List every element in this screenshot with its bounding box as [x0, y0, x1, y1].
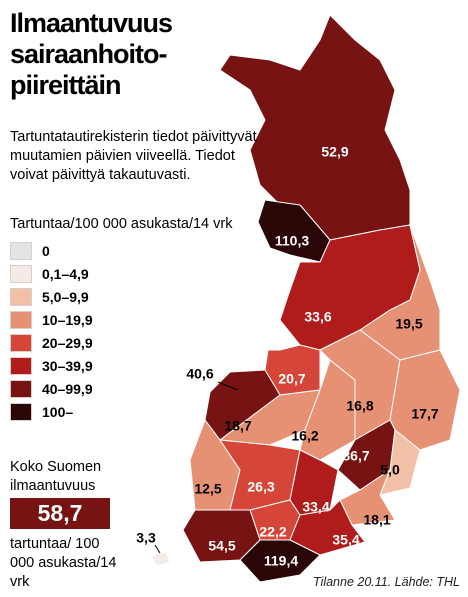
- legend-swatch: [10, 311, 32, 329]
- title-line: Ilmaantuvuus: [10, 8, 173, 38]
- region-value: 12,5: [194, 481, 221, 497]
- legend-label: 30–39,9: [42, 358, 93, 374]
- legend-title: Tartuntaa/100 000 asukasta/14 vrk: [10, 216, 233, 232]
- region: [151, 551, 171, 567]
- region-value: 18,1: [363, 512, 390, 528]
- region-value: 22,2: [259, 524, 286, 540]
- title-line: piireittäin: [10, 70, 122, 100]
- legend-swatch: [10, 334, 32, 352]
- total-value: 58,7: [10, 498, 110, 529]
- legend-label: 10–19,9: [42, 312, 93, 328]
- region-value: 119,4: [264, 553, 298, 569]
- region-value: 26,3: [247, 479, 274, 495]
- legend-item: 20–29,9: [10, 333, 93, 353]
- legend-label: 100–: [42, 404, 74, 420]
- region-value: 86,7: [342, 448, 369, 464]
- legend-label: 40–99,9: [42, 381, 93, 397]
- region-value: 110,3: [275, 233, 309, 249]
- region-value: 18,7: [224, 418, 251, 434]
- region: [257, 199, 331, 263]
- region-value: 5,0: [380, 462, 400, 478]
- legend-item: 5,0–9,9: [10, 287, 89, 307]
- region-value: 3,3: [136, 530, 156, 546]
- legend-swatch: [10, 403, 32, 421]
- region-value: 52,9: [321, 144, 348, 160]
- total-unit: tartuntaa/ 100 000 asukasta/14 vrk: [10, 536, 117, 590]
- legend-swatch: [10, 242, 32, 260]
- region-value: 33,4: [302, 499, 329, 515]
- legend-item: 40–99,9: [10, 379, 93, 399]
- pointer: [217, 381, 239, 391]
- legend-swatch: [10, 288, 32, 306]
- legend-label: 0,1–4,9: [42, 266, 89, 282]
- legend-label: 5,0–9,9: [42, 289, 89, 305]
- region-value: 33,6: [304, 309, 331, 325]
- legend-item: 30–39,9: [10, 356, 93, 376]
- region: [379, 429, 421, 496]
- legend-label: 0: [42, 243, 50, 259]
- legend-label: 20–29,9: [42, 335, 93, 351]
- legend-swatch: [10, 357, 32, 375]
- source: Tilanne 20.11. Lähde: THL: [313, 575, 460, 589]
- legend-item: 100–: [10, 402, 73, 422]
- description: Tartuntatautirekisterin tiedot päivittyv…: [10, 129, 257, 183]
- region-value: 35,4: [332, 532, 359, 548]
- region-value: 19,5: [395, 316, 422, 332]
- region-value: 20,7: [278, 371, 305, 387]
- legend-swatch: [10, 265, 32, 283]
- region: [239, 539, 321, 583]
- region-value: 40,6: [186, 366, 213, 382]
- region-value: 54,5: [208, 538, 235, 554]
- region-value: 17,7: [411, 406, 438, 422]
- title-line: sairaanhoito-: [10, 39, 168, 69]
- legend-swatch: [10, 380, 32, 398]
- pointer: [154, 544, 161, 554]
- legend-item: 10–19,9: [10, 310, 93, 330]
- legend-item: 0: [10, 241, 50, 261]
- title: Ilmaantuvuus sairaanhoito- piireittäin: [10, 8, 173, 101]
- total-label: Koko Suomen ilmaantuvuus: [10, 459, 102, 494]
- region-value: 16,8: [346, 398, 373, 414]
- legend-item: 0,1–4,9: [10, 264, 89, 284]
- region-value: 16,2: [291, 428, 318, 444]
